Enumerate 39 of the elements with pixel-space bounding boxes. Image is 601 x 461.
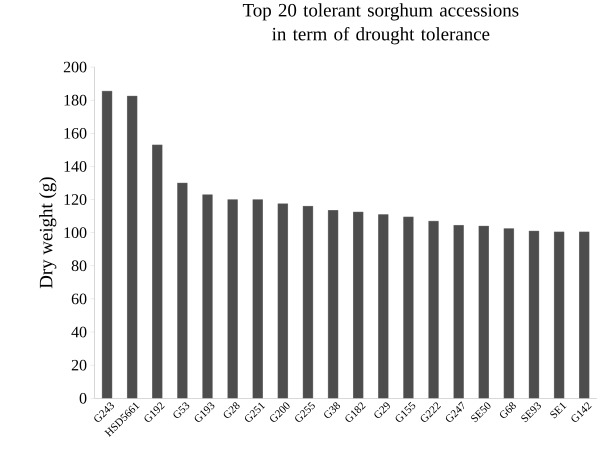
x-tick-label: G29 bbox=[374, 402, 390, 418]
y-axis-title: Dry weight (g) bbox=[39, 177, 56, 288]
bar bbox=[478, 226, 489, 398]
x-tick-label: G38 bbox=[324, 402, 340, 418]
bar bbox=[227, 199, 238, 398]
x-tick-label: G53 bbox=[174, 402, 190, 418]
bar bbox=[102, 90, 112, 398]
y-tick-label: 40 bbox=[71, 326, 86, 338]
y-tick-label: 60 bbox=[72, 294, 86, 304]
bar bbox=[278, 204, 288, 398]
bar bbox=[428, 220, 439, 398]
bar bbox=[177, 182, 188, 398]
bar bbox=[152, 144, 162, 398]
y-tick-label: 120 bbox=[64, 194, 86, 205]
bar bbox=[554, 232, 564, 398]
bar bbox=[302, 206, 314, 398]
bar bbox=[252, 199, 263, 398]
x-tick-label: SE1 bbox=[550, 402, 567, 418]
bar bbox=[579, 232, 590, 398]
bar bbox=[403, 216, 414, 398]
y-tick-label: 160 bbox=[64, 128, 86, 139]
bar bbox=[202, 194, 213, 398]
bar bbox=[328, 210, 338, 398]
bar bbox=[528, 230, 540, 398]
bar bbox=[353, 212, 364, 398]
y-tick-label: 0 bbox=[80, 392, 86, 404]
x-tick-label: G68 bbox=[500, 402, 516, 418]
y-tick-label: 20 bbox=[72, 360, 86, 371]
bar bbox=[453, 225, 464, 398]
bar bbox=[504, 228, 514, 398]
y-tick-label: 140 bbox=[64, 161, 86, 172]
y-tick-label: 180 bbox=[64, 94, 86, 106]
bar bbox=[126, 96, 138, 398]
x-tick-label: G28 bbox=[224, 402, 240, 418]
y-tick-label: 100 bbox=[64, 227, 86, 238]
chart-title: Top 20 tolerant sorghum accessions in term of drought tolerance bbox=[242, 3, 518, 44]
y-tick-label: 80 bbox=[72, 260, 86, 272]
y-tick-label: 200 bbox=[64, 62, 86, 72]
bar bbox=[378, 214, 388, 398]
